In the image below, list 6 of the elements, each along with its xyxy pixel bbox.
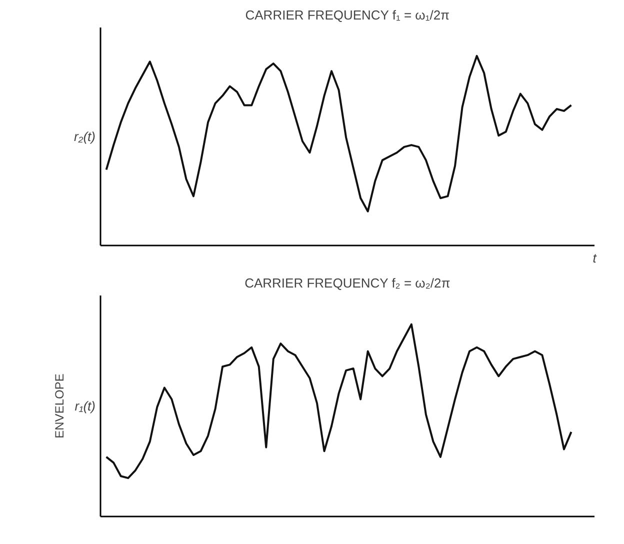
x-axis-title: t xyxy=(592,250,598,266)
chart-title: CARRIER FREQUENCY f₂ = ω₂/2π xyxy=(244,276,450,290)
chart-title: CARRIER FREQUENCY f₁ = ω₁/2π xyxy=(245,8,450,22)
text: ENVELOPE xyxy=(52,374,66,438)
y-axis-title: r₂(t) xyxy=(74,129,96,144)
y-axis-title: r₁(t) xyxy=(74,398,96,414)
